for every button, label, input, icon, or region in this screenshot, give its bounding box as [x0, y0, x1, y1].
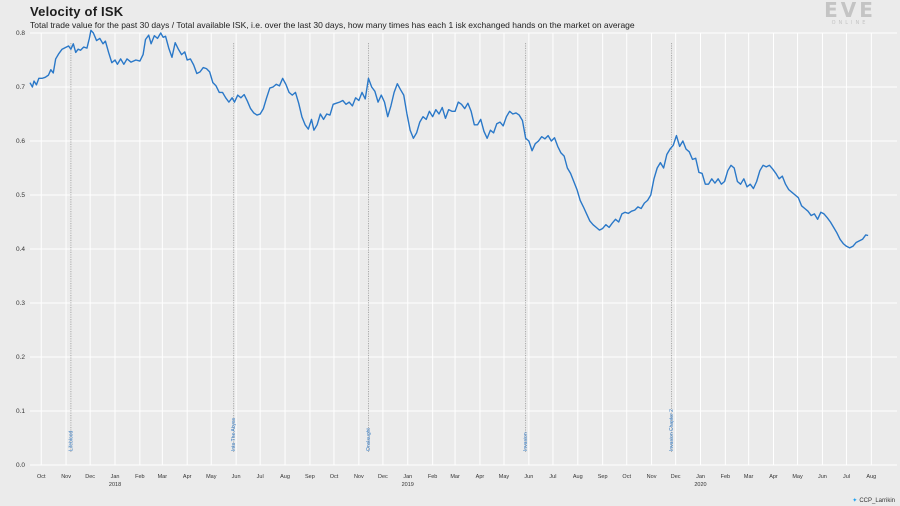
x-tick-label: Dec	[378, 474, 388, 480]
x-year-label: 2019	[402, 482, 414, 488]
y-tick-label: 0.0	[16, 462, 25, 469]
release-annotations: Lifeblood Into The Abyss Onslaught Invasion…	[68, 43, 675, 452]
chart-subtitle: Total trade value for the past 30 days /…	[30, 20, 635, 30]
y-tick-label: 0.2	[16, 354, 25, 361]
x-tick-label: Nov	[61, 474, 71, 480]
x-tick-label: Dec	[85, 474, 95, 480]
x-tick-label: Jul	[257, 474, 264, 480]
x-year-label: 2020	[694, 482, 706, 488]
x-axis: Oct Nov Dec Jan 2018 Feb Mar Apr May Jun Jul Aug Sep…	[37, 474, 876, 488]
x-tick-label: Mar	[744, 474, 754, 480]
author-credit: ✦ CCP_Larrikin	[852, 497, 895, 504]
annotation-label: Invasion Chapter 2	[669, 409, 675, 451]
x-tick-label: Jan	[111, 474, 120, 480]
x-tick-label: Apr	[183, 474, 192, 480]
x-tick-label: Nov	[647, 474, 657, 480]
x-tick-label: May	[499, 474, 510, 480]
x-tick-label: Feb	[721, 474, 730, 480]
annotation-label: Onslaught	[366, 428, 372, 451]
x-tick-label: Nov	[354, 474, 364, 480]
y-tick-label: 0.7	[16, 84, 25, 91]
x-tick-label: May	[206, 474, 217, 480]
x-tick-label: Jul	[843, 474, 850, 480]
y-axis: 0.0 0.1 0.2 0.3 0.4 0.5 0.6 0.7 0.8	[16, 30, 25, 469]
y-tick-label: 0.4	[16, 246, 25, 253]
x-tick-label: Mar	[450, 474, 460, 480]
x-tick-label: Oct	[330, 474, 339, 480]
logo-sub-text: ONLINE	[831, 20, 869, 26]
x-tick-label: Jun	[524, 474, 533, 480]
x-tick-label: Aug	[280, 474, 290, 480]
x-tick-label: Oct	[37, 474, 46, 480]
eve-online-logo: EVE ONLINE	[810, 0, 890, 30]
y-tick-label: 0.1	[16, 408, 25, 415]
x-tick-label: Feb	[428, 474, 437, 480]
x-tick-label: Apr	[476, 474, 485, 480]
y-tick-label: 0.3	[16, 300, 25, 307]
x-tick-label: Feb	[135, 474, 144, 480]
x-tick-label: Jun	[818, 474, 827, 480]
x-tick-label: Jul	[549, 474, 556, 480]
chart-title: Velocity of ISK	[30, 4, 124, 19]
annotation-label: Invasion	[523, 432, 529, 451]
x-tick-label: May	[792, 474, 803, 480]
x-tick-label: Apr	[769, 474, 778, 480]
twitter-bird-icon: ✦	[852, 498, 858, 504]
x-tick-label: Sep	[598, 474, 608, 480]
grid-lines	[30, 32, 897, 466]
x-tick-label: Sep	[305, 474, 315, 480]
x-tick-label: Aug	[573, 474, 583, 480]
y-tick-label: 0.8	[16, 30, 25, 37]
x-tick-label: Dec	[671, 474, 681, 480]
x-tick-label: Oct	[622, 474, 631, 480]
annotation-label: Lifeblood	[68, 430, 74, 451]
y-tick-label: 0.5	[16, 192, 25, 199]
credit-text: CCP_Larrikin	[859, 498, 895, 504]
annotation-label: Into The Abyss	[231, 418, 237, 451]
x-tick-label: Jun	[232, 474, 241, 480]
x-tick-label: Jan	[696, 474, 705, 480]
x-tick-label: Jan	[403, 474, 412, 480]
x-tick-label: Mar	[158, 474, 168, 480]
logo-main-text: EVE	[824, 0, 876, 22]
x-year-label: 2018	[109, 482, 121, 488]
x-tick-label: Aug	[866, 474, 876, 480]
series-line	[29, 29, 869, 249]
y-tick-label: 0.6	[16, 138, 25, 145]
series-layer	[29, 29, 869, 249]
